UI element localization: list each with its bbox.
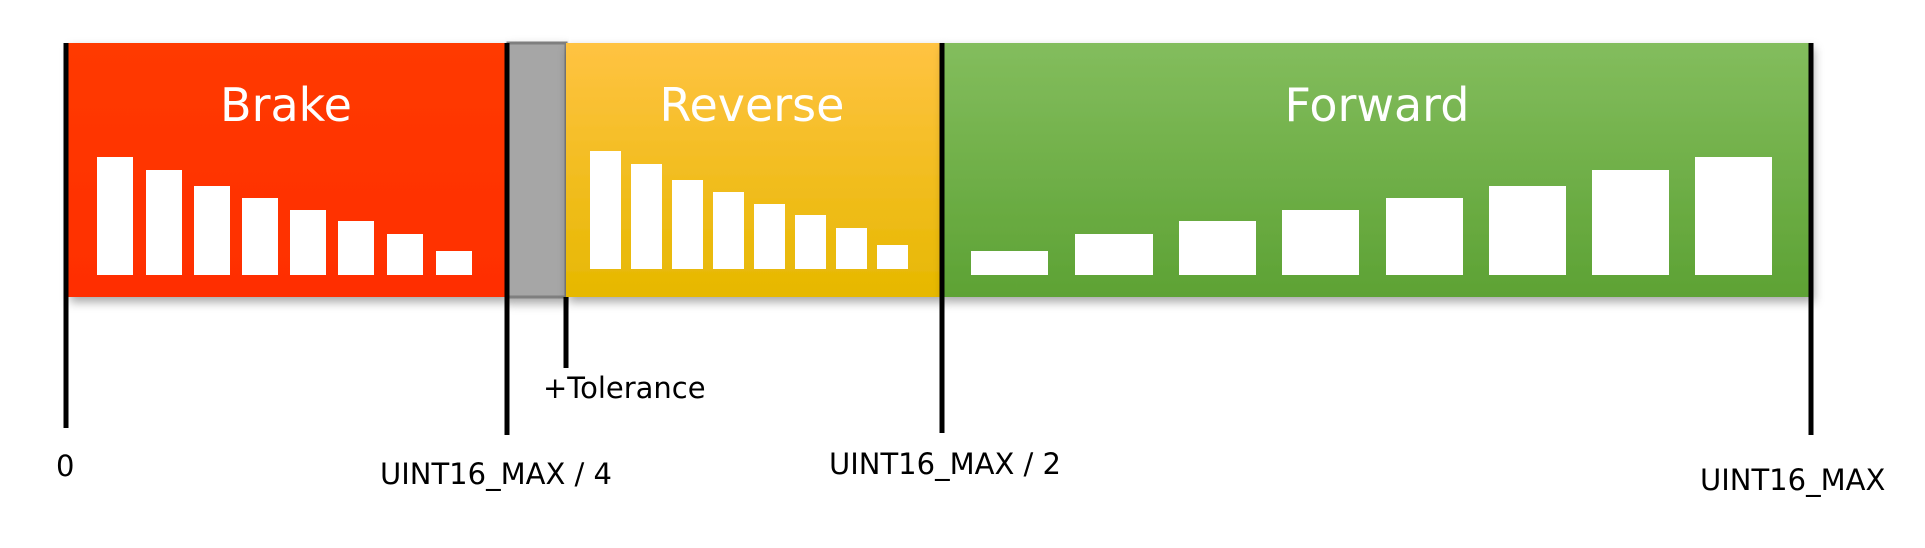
max-label: UINT16_MAX: [1700, 463, 1885, 497]
brake-bar-7: [387, 234, 423, 275]
reverse-bar-4: [713, 192, 744, 269]
tolerance-zone: [506, 41, 568, 299]
forward-bar-6: [1489, 186, 1566, 275]
quarter-label: UINT16_MAX / 4: [380, 457, 612, 491]
zero-label: 0: [56, 449, 74, 483]
forward-bar-8: [1695, 157, 1772, 275]
brake-bar-4: [242, 198, 278, 275]
reverse-bar-6: [795, 215, 826, 269]
half-label: UINT16_MAX / 2: [829, 447, 1061, 481]
forward-bar-5: [1386, 198, 1463, 275]
reverse-bar-1: [590, 151, 621, 269]
brake-bars: [97, 157, 472, 275]
brake-bar-6: [338, 221, 374, 275]
reverse-bar-7: [836, 228, 867, 269]
reverse-bar-5: [754, 204, 785, 269]
tolerance-label: +Tolerance: [543, 371, 706, 405]
brake-bar-5: [290, 210, 326, 275]
brake-title: Brake: [220, 78, 352, 132]
forward-bar-3: [1179, 221, 1256, 275]
brake-bar-1: [97, 157, 133, 275]
reverse-bar-3: [672, 180, 703, 269]
forward-bar-4: [1282, 210, 1359, 275]
forward-title: Forward: [1285, 78, 1470, 132]
reverse-bar-8: [877, 245, 908, 269]
forward-bar-1: [971, 251, 1048, 275]
forward-bar-2: [1075, 234, 1153, 275]
brake-bar-2: [146, 170, 182, 275]
brake-zone: [68, 43, 508, 297]
reverse-bar-2: [631, 164, 662, 269]
reverse-bars: [590, 151, 908, 269]
brake-bar-3: [194, 186, 230, 275]
brake-bar-8: [436, 251, 472, 275]
forward-bars: [971, 157, 1772, 275]
reverse-title: Reverse: [660, 78, 845, 132]
forward-bar-7: [1592, 170, 1669, 275]
